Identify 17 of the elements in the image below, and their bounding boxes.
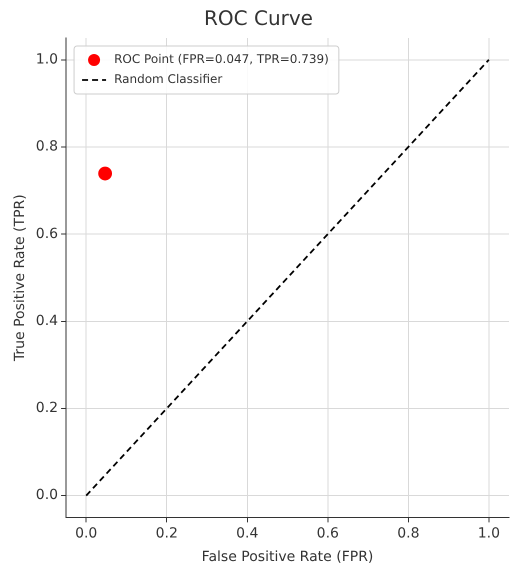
x-tick-label: 1.0	[478, 525, 500, 542]
x-tick-label: 0.0	[75, 525, 98, 542]
y-axis-title: True Positive Rate (TPR)	[12, 194, 28, 362]
legend-label: ROC Point (FPR=0.047, TPR=0.739)	[114, 52, 329, 66]
legend-label: Random Classifier	[114, 72, 222, 86]
y-tick-label: 0.0	[36, 487, 58, 504]
y-tick-label: 0.6	[36, 226, 58, 242]
y-tick-label: 0.2	[36, 400, 58, 416]
chart-title: ROC Curve	[204, 6, 313, 30]
y-tick-label: 0.8	[36, 138, 58, 155]
y-tick-label: 0.4	[36, 312, 58, 329]
y-tick-label: 1.0	[36, 51, 58, 68]
x-axis-title: False Positive Rate (FPR)	[202, 549, 374, 566]
x-tick-label: 0.6	[316, 525, 340, 542]
x-tick-label: 0.2	[156, 525, 178, 542]
x-tick-label: 0.8	[397, 525, 420, 542]
x-tick-label: 0.4	[236, 525, 258, 542]
